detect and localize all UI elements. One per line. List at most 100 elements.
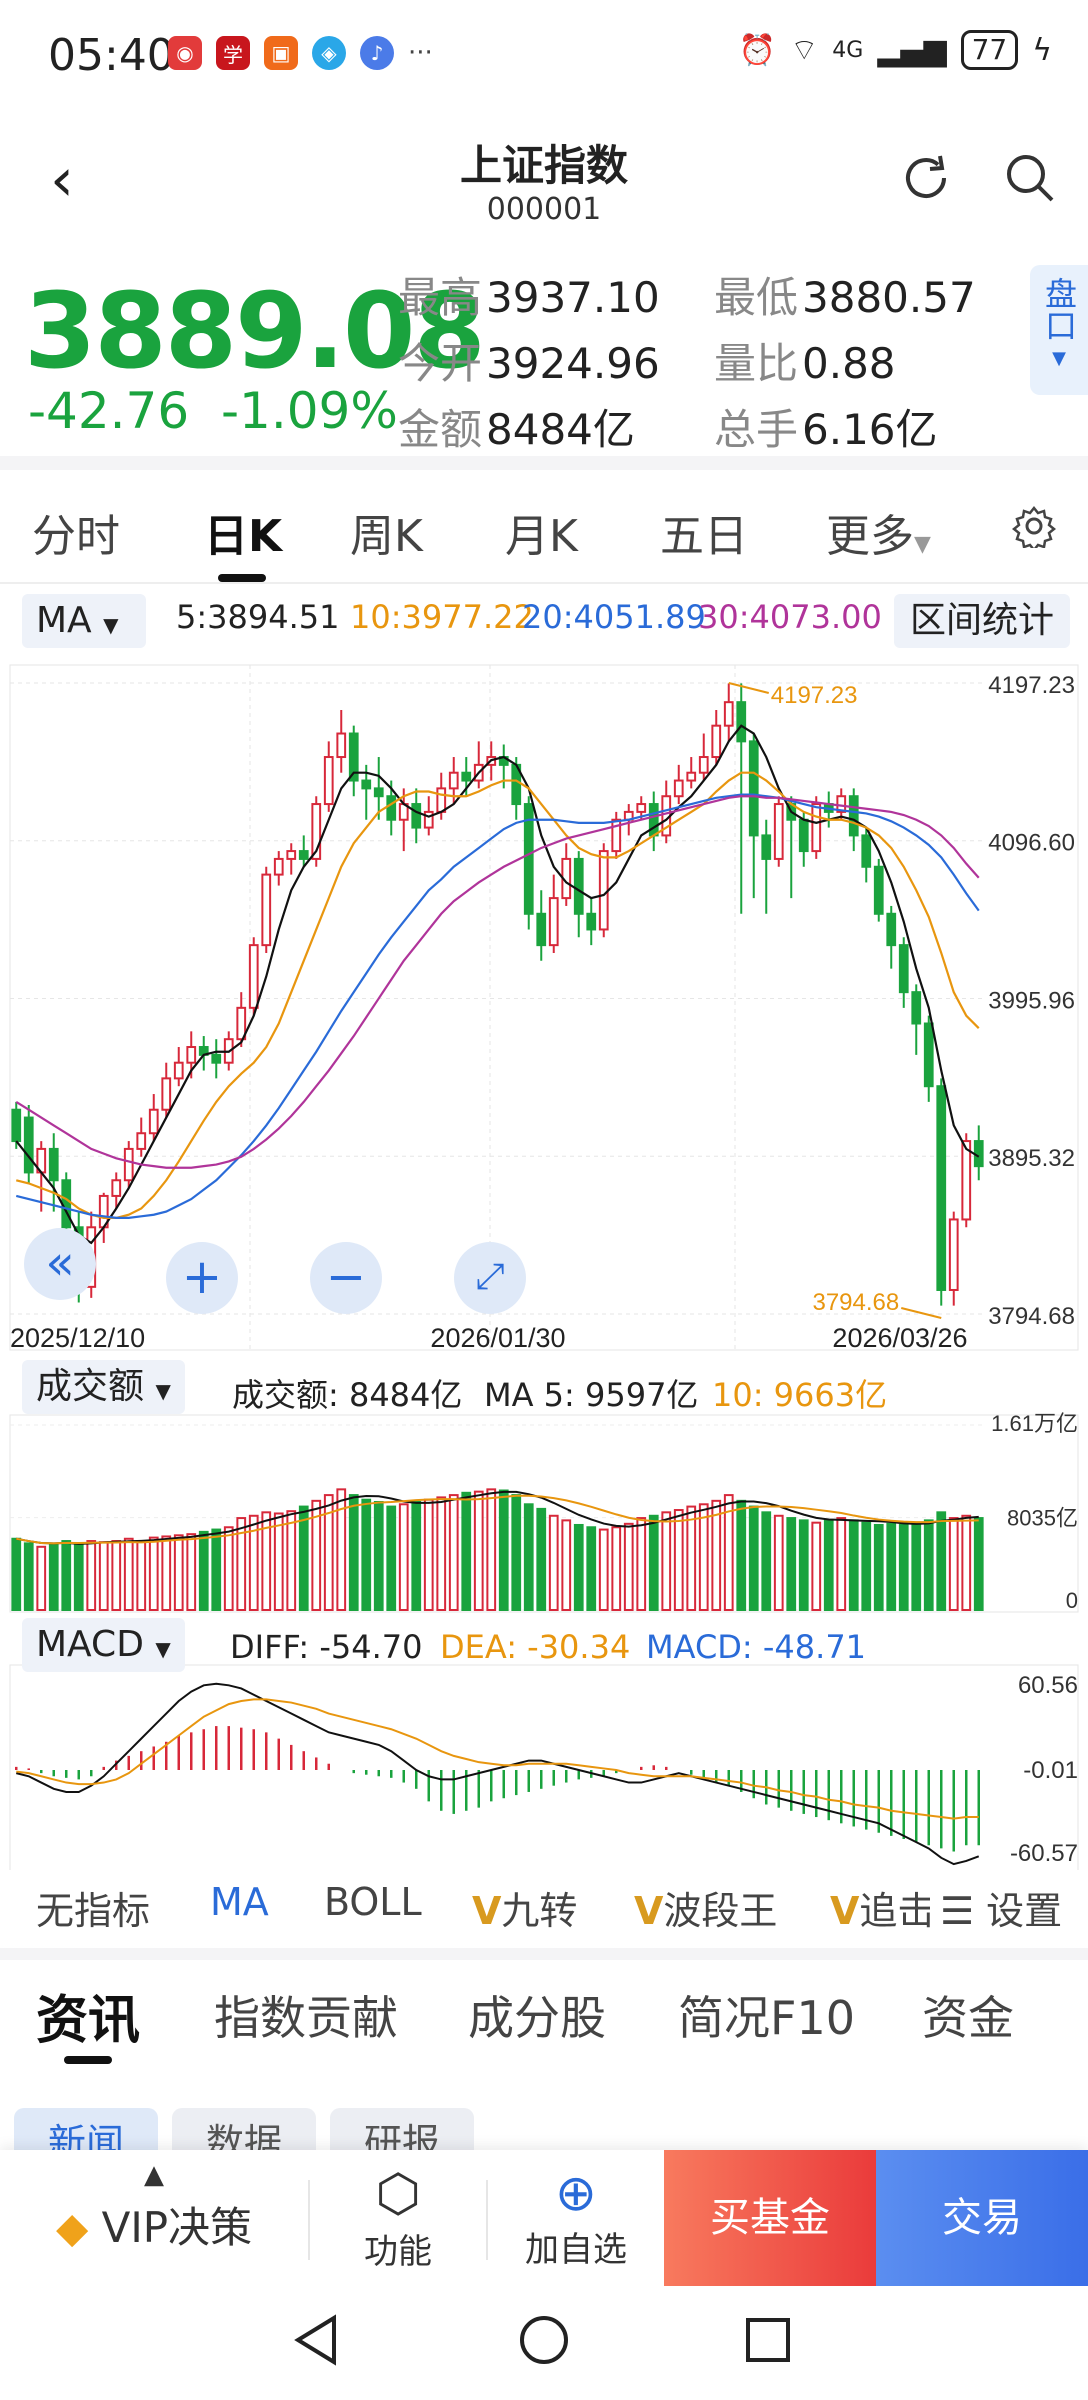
indicator-ma[interactable]: MA bbox=[210, 1880, 269, 1924]
volume-bar bbox=[186, 1533, 197, 1612]
tab-news[interactable]: 资讯 bbox=[36, 1991, 141, 2051]
volume-bar bbox=[873, 1523, 884, 1611]
tab-intraday[interactable]: 分时 bbox=[32, 511, 120, 562]
indicator-settings[interactable]: ☰ 设置 bbox=[934, 1880, 1063, 1940]
pankou-button[interactable]: 盘口 ▼ bbox=[1030, 265, 1088, 395]
volume-ma5: MA 5: 9597亿 bbox=[484, 1376, 699, 1414]
indicator-none[interactable]: 无指标 bbox=[36, 1889, 151, 1933]
candle-body bbox=[136, 1132, 147, 1150]
candle-body bbox=[686, 771, 697, 782]
volume-bar bbox=[523, 1503, 534, 1611]
candle-body bbox=[311, 803, 322, 860]
refresh-icon[interactable] bbox=[898, 150, 954, 218]
search-icon[interactable] bbox=[1002, 150, 1058, 218]
ma5-line bbox=[15, 724, 980, 1245]
tab-overview-f10[interactable]: 简况F10 bbox=[678, 1991, 855, 2045]
scroll-left-button[interactable]: « bbox=[24, 1228, 96, 1300]
indicator-boduanwang[interactable]: V波段王 bbox=[634, 1889, 778, 1933]
tab-monthly-k[interactable]: 月K bbox=[505, 511, 578, 562]
macd-selector[interactable]: MACD ▼ bbox=[22, 1618, 185, 1672]
plus-circle-icon: ⊕ bbox=[555, 2164, 597, 2222]
tab-capital[interactable]: 资金 bbox=[922, 1991, 1014, 2045]
volume-bar bbox=[561, 1519, 572, 1612]
volume-bar bbox=[686, 1505, 697, 1612]
tab-daily-k[interactable]: 日K bbox=[204, 511, 283, 562]
tab-five-day[interactable]: 五日 bbox=[660, 511, 748, 562]
volume-bar bbox=[648, 1514, 659, 1611]
vip-decision-button[interactable]: ▲ ◆ VIP决策 bbox=[0, 2150, 308, 2286]
stat-turnover: 总手6.16亿 bbox=[714, 405, 938, 454]
nav-back-icon[interactable] bbox=[290, 2312, 342, 2372]
candle-body bbox=[61, 1179, 72, 1229]
volume-bar bbox=[148, 1536, 159, 1612]
candle-body bbox=[148, 1108, 159, 1135]
ma-selector[interactable]: MA ▼ bbox=[22, 594, 146, 648]
settings-gear-icon[interactable] bbox=[1011, 504, 1057, 553]
volume-selector[interactable]: 成交额 ▼ bbox=[22, 1360, 185, 1414]
tab-weekly-k[interactable]: 周K bbox=[350, 511, 423, 562]
volume-bar bbox=[498, 1489, 509, 1611]
candle-body bbox=[273, 857, 284, 876]
dea-line bbox=[16, 1698, 979, 1820]
indicator-boll[interactable]: BOLL bbox=[324, 1880, 422, 1924]
volume-bar bbox=[973, 1517, 984, 1611]
nav-home-icon[interactable] bbox=[516, 2312, 572, 2372]
volume-bar bbox=[623, 1522, 634, 1612]
notification-icons: ◉ 学 ▣ ◈ ♪ ··· bbox=[168, 36, 433, 70]
nav-recents-icon[interactable] bbox=[742, 2314, 794, 2370]
add-watchlist-button[interactable]: ⊕ 加自选 bbox=[488, 2150, 664, 2286]
volume-y-label: 1.61万亿 bbox=[991, 1411, 1078, 1436]
zoom-out-button[interactable]: − bbox=[310, 1242, 382, 1314]
volume-bar bbox=[298, 1505, 309, 1612]
page-title: 上证指数 bbox=[459, 141, 628, 190]
change-percent: -1.09% bbox=[220, 382, 398, 440]
candle-body bbox=[173, 1061, 184, 1080]
stock-code: 000001 bbox=[486, 192, 602, 227]
volume-bar bbox=[698, 1503, 709, 1611]
candle-body bbox=[723, 701, 734, 727]
volume-bar bbox=[798, 1519, 809, 1612]
candle-body bbox=[848, 795, 859, 837]
indicator-jiuzhuan[interactable]: V九转 bbox=[472, 1889, 578, 1933]
tab-more[interactable]: 更多▼ bbox=[826, 511, 931, 562]
volume-bar bbox=[586, 1526, 597, 1612]
volume-bar bbox=[436, 1496, 447, 1611]
candle-body bbox=[673, 779, 684, 798]
x-tick-label: 2026/01/30 bbox=[430, 1323, 565, 1353]
candle-body bbox=[923, 1022, 934, 1088]
candle-body bbox=[711, 724, 722, 759]
status-right: ⏰ ⌔ 4G ▂▄▆ 77 ϟ bbox=[739, 30, 1052, 70]
function-button[interactable]: ⬡ 功能 bbox=[310, 2150, 486, 2286]
tab-constituents[interactable]: 成分股 bbox=[468, 1991, 606, 2045]
kline-chart-area[interactable]: 4197.23 4096.60 3995.96 3895.32 3794.68 4197.… bbox=[0, 655, 1088, 1870]
volume-bar bbox=[323, 1494, 334, 1611]
volume-bar bbox=[886, 1522, 897, 1612]
candle-body bbox=[211, 1053, 222, 1064]
volume-bar bbox=[61, 1540, 72, 1612]
volume-bar bbox=[823, 1519, 834, 1612]
ma30-line bbox=[15, 795, 980, 1169]
buy-fund-button[interactable]: 买基金 bbox=[664, 2150, 876, 2286]
candle-body bbox=[898, 944, 909, 994]
candle-body bbox=[461, 771, 472, 782]
app-icon-4: ◈ bbox=[312, 36, 346, 70]
volume-bar bbox=[223, 1526, 234, 1612]
fullscreen-button[interactable]: ⤢ bbox=[454, 1242, 526, 1314]
more-notifications: ··· bbox=[408, 38, 433, 68]
stat-low: 最低3880.57 bbox=[714, 273, 976, 322]
volume-bar bbox=[398, 1503, 409, 1611]
minus-icon: − bbox=[310, 1242, 382, 1314]
trade-button[interactable]: 交易 bbox=[876, 2150, 1088, 2286]
range-stats-button[interactable]: 区间统计 bbox=[894, 594, 1070, 648]
volume-bar bbox=[511, 1494, 522, 1611]
volume-bar bbox=[123, 1537, 134, 1611]
volume-bar bbox=[261, 1511, 272, 1611]
volume-bar bbox=[961, 1514, 972, 1611]
indicator-zhuiji[interactable]: V追击 bbox=[830, 1889, 930, 1933]
tab-index-contribution[interactable]: 指数贡献 bbox=[214, 1991, 398, 2045]
back-chevron-icon[interactable]: ‹ bbox=[50, 145, 74, 215]
zoom-in-button[interactable]: + bbox=[166, 1242, 238, 1314]
volume-bar bbox=[286, 1510, 297, 1611]
candle-body bbox=[811, 803, 822, 853]
y-tick-label: 3895.32 bbox=[988, 1145, 1075, 1172]
